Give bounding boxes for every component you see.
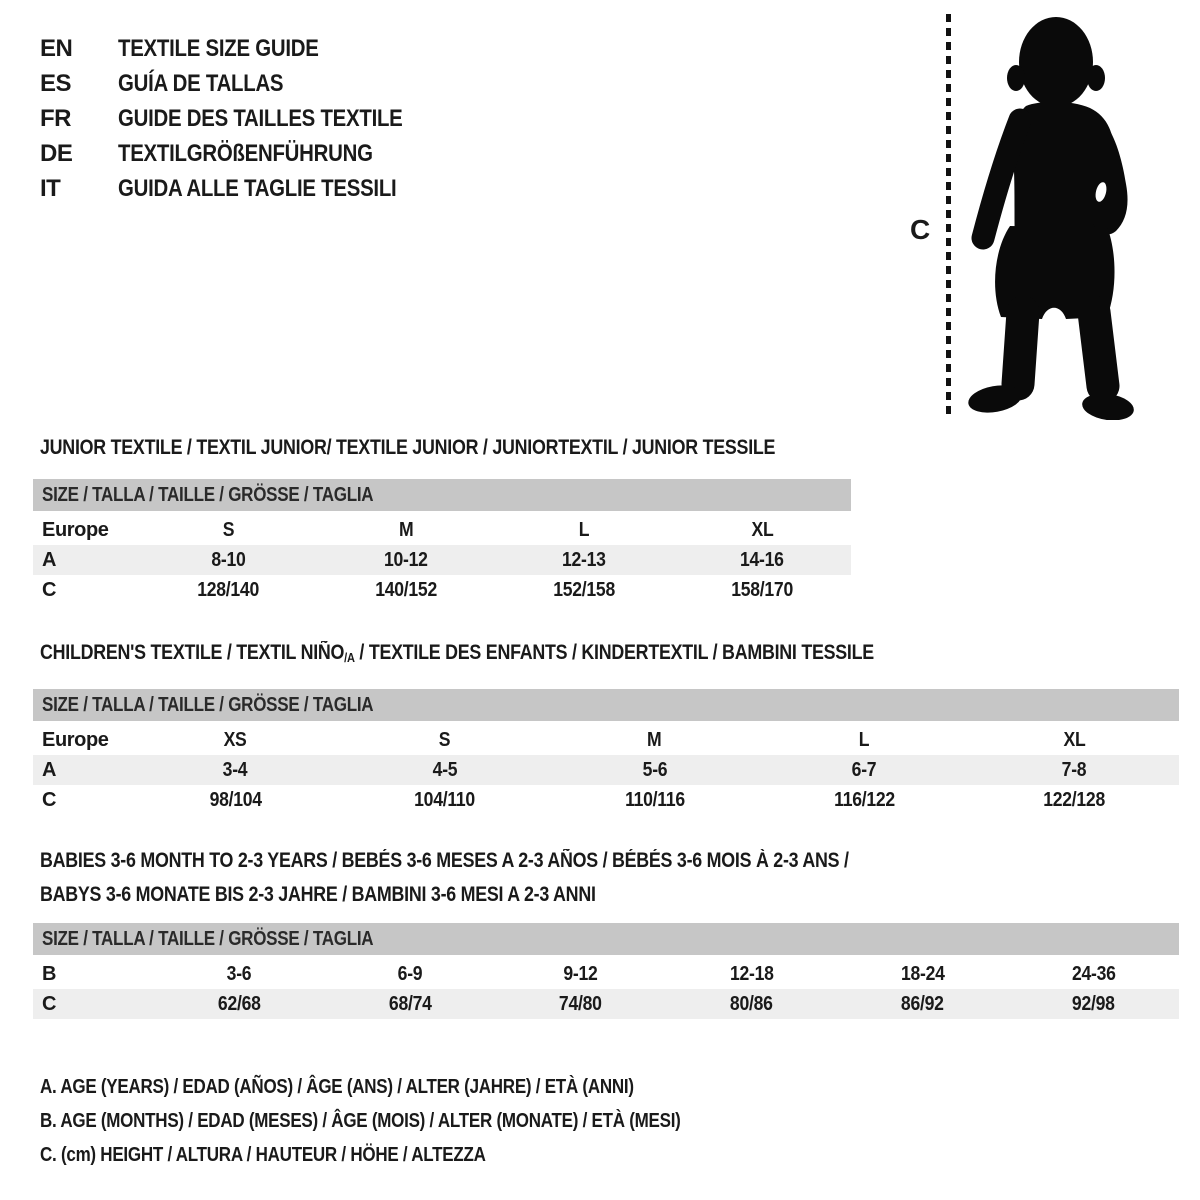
size-cell: 122/128: [1043, 788, 1105, 811]
size-cell: 18-24: [900, 962, 945, 985]
size-cell: 140/152: [375, 578, 438, 601]
size-cell: XS: [223, 728, 247, 751]
size-cell: 6-9: [397, 962, 423, 985]
lang-title-de: TEXTILGRÖßENFÜHRUNG: [118, 139, 373, 167]
nino-a-subscript: /A: [344, 650, 355, 665]
size-cell: 5-6: [642, 758, 667, 781]
size-cell: 9-12: [563, 962, 598, 985]
lang-row-es: ES GUÍA DE TALLAS: [40, 66, 453, 101]
table-row: A 3-4 4-5 5-6 6-7 7-8: [33, 755, 1179, 785]
row-label: C: [42, 992, 57, 1015]
size-cell: 98/104: [209, 788, 262, 811]
row-label: C: [42, 578, 57, 601]
table-row: C 128/140 140/152 152/158 158/170: [33, 575, 851, 605]
table-row: C 62/68 68/74 74/80 80/86 86/92 92/98: [33, 989, 1179, 1019]
row-label: Europe: [42, 518, 109, 541]
size-cell: 80/86: [730, 992, 774, 1015]
size-cell: XL: [751, 518, 774, 541]
lang-title-fr: GUIDE DES TAILLES TEXTILE: [118, 104, 403, 132]
row-label: A: [42, 548, 57, 571]
size-cell: 92/98: [1072, 992, 1115, 1015]
legend-b: B. AGE (MONTHS) / EDAD (MESES) / ÂGE (MO…: [40, 1109, 681, 1132]
lang-code-en: EN: [40, 34, 73, 62]
lang-row-de: DE TEXTILGRÖßENFÜHRUNG: [40, 136, 453, 171]
size-cell: L: [578, 518, 590, 541]
size-cell: XL: [1063, 728, 1086, 751]
legend-block: A. AGE (YEARS) / EDAD (AÑOS) / ÂGE (ANS)…: [40, 1070, 794, 1172]
size-cell: 116/122: [833, 788, 895, 811]
babies-section-title-line2: BABYS 3-6 MONATE BIS 2-3 JAHRE / BAMBINI…: [40, 883, 596, 906]
table-row: C 98/104 104/110 110/116 116/122 122/128: [33, 785, 1179, 815]
lang-row-fr: FR GUIDE DES TAILLES TEXTILE: [40, 101, 453, 136]
row-label: A: [42, 758, 57, 781]
size-cell: 86/92: [901, 992, 944, 1015]
toddler-silhouette-icon: [968, 17, 1134, 420]
lang-row-it: IT GUIDA ALLE TAGLIE TESSILI: [40, 171, 453, 206]
size-cell: M: [398, 518, 414, 541]
row-label: Europe: [42, 728, 109, 751]
size-cell: 74/80: [559, 992, 603, 1015]
babies-section-title-line1: BABIES 3-6 MONTH TO 2-3 YEARS / BEBÉS 3-…: [40, 849, 849, 872]
lang-title-it: GUIDA ALLE TAGLIE TESSILI: [118, 174, 397, 202]
size-cell: 6-7: [852, 758, 877, 781]
lang-code-fr: FR: [40, 104, 72, 132]
size-cell: M: [647, 728, 662, 751]
size-cell: 8-10: [211, 548, 246, 571]
size-cell: 62/68: [217, 992, 261, 1015]
size-cell: 4-5: [432, 758, 458, 781]
children-size-table: SIZE / TALLA / TAILLE / GRÖSSE / TAGLIA …: [33, 689, 1179, 815]
height-measure-dashed-line: [946, 14, 951, 418]
size-cell: S: [222, 518, 235, 541]
children-section-title: CHILDREN'S TEXTILE / TEXTIL NIÑO/A / TEX…: [40, 641, 874, 665]
lang-title-en: TEXTILE SIZE GUIDE: [118, 34, 319, 62]
children-size-table-header: SIZE / TALLA / TAILLE / GRÖSSE / TAGLIA: [33, 689, 1179, 721]
junior-size-table-header: SIZE / TALLA / TAILLE / GRÖSSE / TAGLIA: [33, 479, 851, 511]
row-label: C: [42, 788, 57, 811]
size-cell: 12-13: [562, 548, 606, 571]
babies-size-table-header: SIZE / TALLA / TAILLE / GRÖSSE / TAGLIA: [33, 923, 1179, 955]
table-row: Europe S M L XL: [33, 515, 851, 545]
height-measure-label: C: [910, 214, 931, 245]
size-cell: 68/74: [388, 992, 432, 1015]
size-cell: 104/110: [414, 788, 476, 811]
size-cell: 110/116: [624, 788, 685, 811]
junior-size-table: SIZE / TALLA / TAILLE / GRÖSSE / TAGLIA …: [33, 479, 851, 605]
size-cell: 3-4: [222, 758, 248, 781]
size-cell: S: [439, 728, 451, 751]
row-label: B: [42, 962, 57, 985]
lang-code-de: DE: [40, 139, 73, 167]
size-cell: 10-12: [384, 548, 429, 571]
lang-code-es: ES: [40, 69, 72, 97]
size-cell: 14-16: [740, 548, 784, 571]
lang-row-en: EN TEXTILE SIZE GUIDE: [40, 31, 453, 66]
language-title-block: EN TEXTILE SIZE GUIDE ES GUÍA DE TALLAS …: [40, 31, 453, 206]
lang-title-es: GUÍA DE TALLAS: [118, 69, 284, 97]
size-cell: 128/140: [197, 578, 260, 601]
table-row: A 8-10 10-12 12-13 14-16: [33, 545, 851, 575]
lang-code-it: IT: [40, 174, 61, 202]
junior-section-title: JUNIOR TEXTILE / TEXTIL JUNIOR/ TEXTILE …: [40, 436, 776, 459]
table-row: Europe XS S M L XL: [33, 725, 1179, 755]
babies-size-table: SIZE / TALLA / TAILLE / GRÖSSE / TAGLIA …: [33, 923, 1179, 1019]
size-cell: L: [859, 728, 870, 751]
table-row: B 3-6 6-9 9-12 12-18 18-24 24-36: [33, 959, 1179, 989]
size-cell: 158/170: [731, 578, 793, 601]
legend-c: C. (cm) HEIGHT / ALTURA / HAUTEUR / HÖHE…: [40, 1143, 486, 1166]
legend-a: A. AGE (YEARS) / EDAD (AÑOS) / ÂGE (ANS)…: [40, 1075, 634, 1098]
size-cell: 152/158: [553, 578, 615, 601]
size-cell: 12-18: [729, 962, 774, 985]
size-cell: 3-6: [226, 962, 252, 985]
size-cell: 24-36: [1071, 962, 1116, 985]
size-cell: 7-8: [1061, 758, 1087, 781]
